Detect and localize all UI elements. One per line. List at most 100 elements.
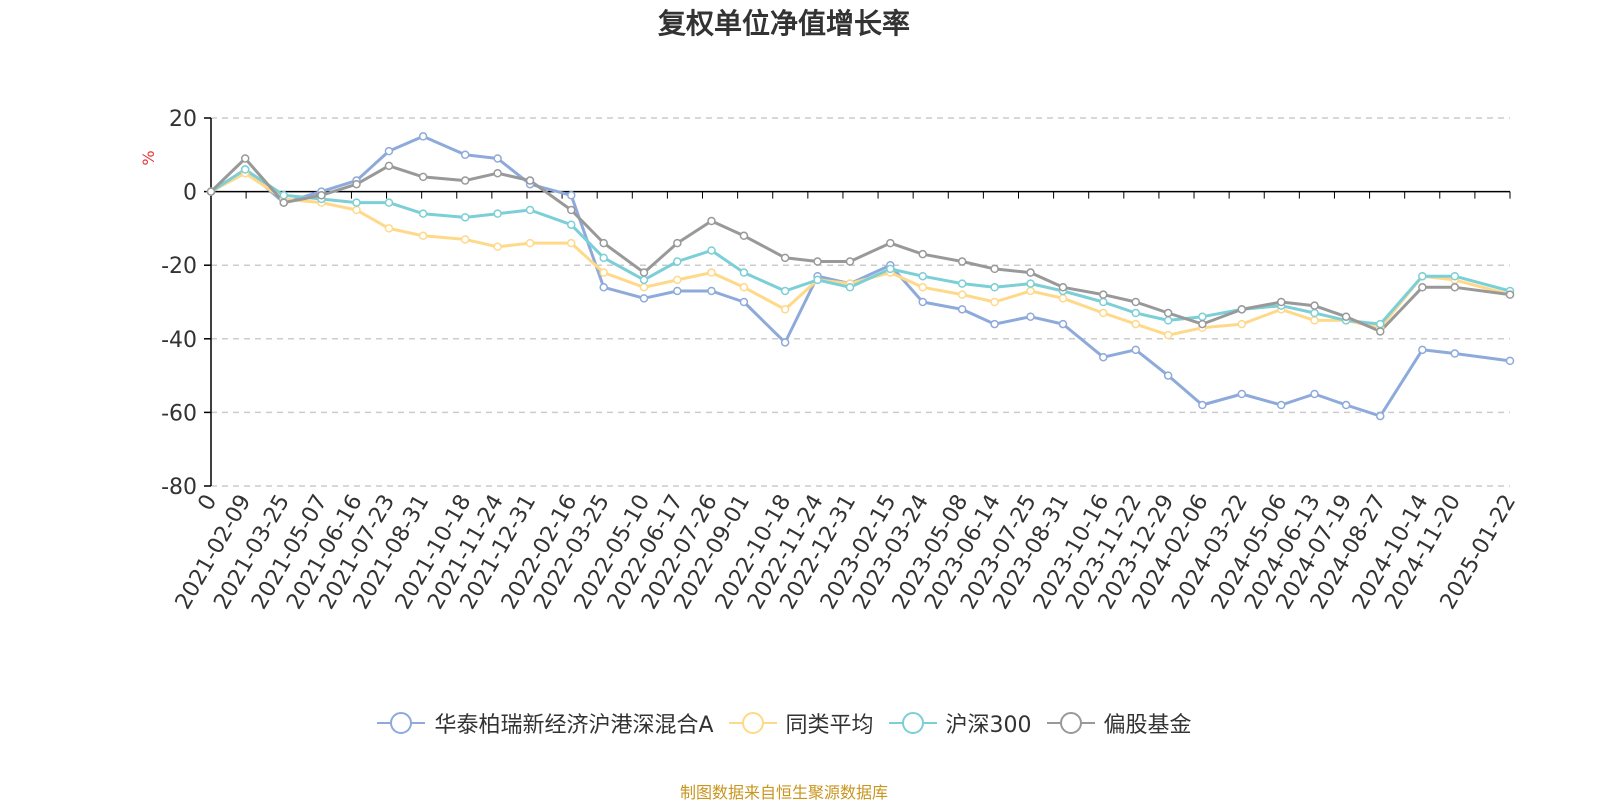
chart-title: 复权单位净值增长率 — [657, 7, 910, 40]
data-point — [957, 305, 967, 314]
data-point — [566, 205, 576, 215]
data-point — [1026, 286, 1035, 296]
data-point — [240, 165, 250, 174]
legend-label: 华泰柏瑞新经济沪港深混合A — [434, 713, 714, 738]
data-point — [639, 294, 649, 303]
legend-item[interactable]: 偏股基金 — [1046, 707, 1192, 739]
series-line — [210, 168, 1511, 326]
data-point — [1058, 283, 1068, 292]
data-point — [918, 283, 927, 292]
data-point — [599, 268, 608, 277]
data-point — [1131, 319, 1140, 329]
data-point — [1376, 327, 1385, 336]
data-point — [493, 242, 502, 252]
data-point — [1026, 312, 1035, 321]
data-point — [780, 338, 790, 347]
data-point — [886, 264, 895, 274]
y-tick-label: -20 — [161, 254, 197, 279]
legend-marker-icon — [377, 712, 426, 734]
data-point — [1131, 345, 1140, 355]
data-point — [673, 257, 682, 266]
legend-label: 沪深300 — [945, 713, 1032, 738]
data-point — [384, 198, 394, 207]
y-tick-label: -80 — [161, 475, 197, 500]
legend-circle — [1059, 712, 1082, 734]
data-point — [739, 297, 749, 307]
legend-circle — [901, 712, 924, 734]
data-point — [1418, 345, 1427, 355]
data-point — [1341, 312, 1351, 321]
data-point — [918, 271, 927, 281]
data-point — [1099, 352, 1108, 362]
x-tick-label: 0 — [194, 491, 223, 516]
data-point — [493, 154, 502, 163]
data-point — [639, 275, 649, 285]
data-point — [525, 205, 535, 215]
data-point — [1505, 356, 1515, 366]
data-point — [739, 231, 749, 241]
data-point — [639, 268, 649, 277]
data-point — [240, 154, 250, 163]
data-point — [206, 187, 216, 196]
data-point — [1163, 330, 1173, 340]
data-point — [1418, 283, 1427, 292]
series-lines — [209, 134, 1511, 418]
data-point — [1237, 319, 1247, 329]
data-point — [1099, 290, 1108, 299]
legend-item[interactable]: 同类平均 — [728, 707, 874, 739]
source-note: 制图数据来自恒生聚源数据库 — [679, 783, 888, 802]
data-point — [886, 238, 895, 248]
data-point — [418, 209, 428, 218]
data-point — [493, 168, 502, 178]
y-tick-label: -40 — [161, 328, 197, 353]
data-point — [418, 172, 428, 182]
legend-item[interactable]: 华泰柏瑞新经济沪港深混合A — [376, 707, 714, 739]
data-point — [845, 283, 855, 292]
data-point — [1450, 349, 1460, 358]
data-point — [566, 191, 576, 200]
data-point — [1198, 312, 1207, 321]
y-axis-label: % — [139, 150, 158, 165]
data-point — [1131, 308, 1140, 318]
data-point — [279, 191, 289, 200]
y-tick-label: 0 — [183, 181, 197, 206]
data-point — [1505, 290, 1515, 299]
series-markers — [206, 132, 1515, 421]
data-point — [1198, 400, 1207, 410]
data-point — [1058, 319, 1068, 329]
data-point — [525, 238, 535, 248]
data-point — [352, 198, 361, 207]
data-point — [1163, 371, 1173, 380]
legend: 华泰柏瑞新经济沪港深混合A 同类平均 沪深300 偏股基金 — [0, 706, 1568, 740]
data-point — [707, 268, 716, 277]
data-point — [1026, 279, 1035, 288]
data-point — [384, 224, 394, 233]
data-point — [1310, 316, 1319, 325]
data-point — [1310, 301, 1319, 310]
data-point — [1418, 271, 1427, 281]
data-point — [957, 290, 967, 299]
data-point — [599, 253, 608, 263]
data-point — [990, 297, 999, 307]
data-point — [1026, 268, 1035, 277]
legend-label: 偏股基金 — [1103, 713, 1192, 738]
data-point — [739, 268, 749, 277]
data-point — [460, 213, 470, 222]
data-point — [418, 231, 428, 241]
data-point — [1376, 319, 1385, 329]
data-point — [418, 132, 428, 141]
data-point — [918, 249, 927, 259]
data-point — [493, 209, 502, 218]
legend-item[interactable]: 沪深300 — [888, 707, 1032, 739]
data-point — [384, 146, 394, 156]
data-point — [279, 198, 289, 207]
data-point — [1450, 283, 1460, 292]
data-point — [599, 283, 608, 292]
data-point — [1276, 400, 1286, 410]
data-point — [918, 297, 927, 307]
data-point — [990, 319, 999, 329]
data-point — [957, 257, 967, 266]
data-point — [1450, 271, 1460, 281]
data-point — [813, 275, 822, 285]
data-point — [384, 161, 394, 171]
